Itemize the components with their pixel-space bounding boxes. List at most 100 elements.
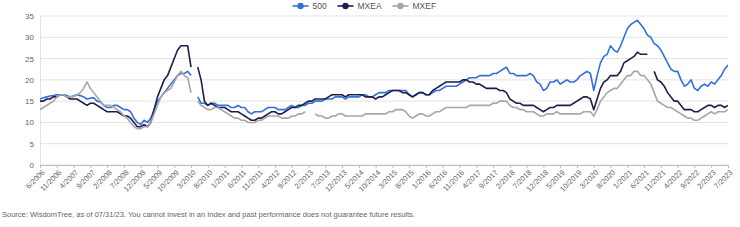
series-line <box>40 71 191 124</box>
legend-swatch <box>297 3 303 9</box>
x-tick-mark <box>510 165 511 168</box>
x-tick-mark <box>90 165 91 168</box>
x-tick: 11/2011 <box>240 165 265 193</box>
series-line <box>198 101 305 122</box>
legend-swatch <box>342 3 348 9</box>
y-tick: 5 <box>30 140 40 149</box>
series-line <box>315 71 728 120</box>
grid-line <box>40 143 728 144</box>
y-tick-label: 15 <box>25 97 34 106</box>
grid <box>40 16 728 165</box>
x-tick-mark <box>409 165 410 168</box>
x-tick-mark <box>543 165 544 168</box>
x-tick-mark <box>678 165 679 168</box>
grid-line <box>40 101 728 102</box>
legend-item: 500 <box>293 1 327 11</box>
series-line <box>40 71 191 128</box>
x-tick-mark <box>74 165 75 168</box>
y-tick: 25 <box>25 55 40 64</box>
x-tick-mark <box>476 165 477 168</box>
legend-item: MXEF <box>393 1 437 11</box>
x-tick-label: 11/2016 <box>441 168 466 193</box>
x-tick-mark <box>157 165 158 168</box>
x-tick-mark <box>40 165 41 168</box>
x-tick: 11/2006 <box>38 165 63 193</box>
x-tick-label: 11/2011 <box>240 168 265 193</box>
x-tick-mark <box>225 165 226 168</box>
x-tick-label: 10/2014 <box>357 168 383 194</box>
series-line <box>198 52 648 120</box>
y-tick: 35 <box>25 12 40 21</box>
x-tick-mark <box>191 165 192 168</box>
x-tick: 11/2021 <box>642 165 667 193</box>
x-tick-mark <box>694 165 695 168</box>
x-tick-mark <box>308 165 309 168</box>
x-axis: 6/200611/20064/20079/20072/20087/200812/… <box>24 165 735 194</box>
legend-label: MXEA <box>358 1 382 11</box>
x-tick-mark <box>292 165 293 168</box>
x-tick-mark <box>124 165 125 168</box>
x-tick-mark <box>174 165 175 168</box>
chart: 0 5 10 15 20 25 30 35 6/200611/20064/20079/20072… <box>0 0 740 227</box>
x-tick-mark <box>359 165 360 168</box>
series-line <box>40 46 191 127</box>
x-tick: 7/2023 <box>712 165 735 191</box>
x-tick-mark <box>258 165 259 168</box>
x-tick: 12/2018 <box>525 165 551 194</box>
x-tick-mark <box>493 165 494 168</box>
legend: 500 MXEA MXEF <box>293 1 437 11</box>
x-tick: 10/2014 <box>357 165 383 194</box>
y-tick: 20 <box>25 76 40 85</box>
x-tick-mark <box>711 165 712 168</box>
x-tick-mark <box>443 165 444 168</box>
x-tick-mark <box>325 165 326 168</box>
x-tick-mark <box>527 165 528 168</box>
y-tick-label: 35 <box>25 12 34 21</box>
x-tick-mark <box>57 165 58 168</box>
x-tick: 12/2013 <box>323 165 349 194</box>
x-tick-label: 12/2018 <box>525 168 551 194</box>
x-tick-mark <box>460 165 461 168</box>
x-tick-mark <box>342 165 343 168</box>
x-tick: 10/2009 <box>155 165 181 194</box>
x-tick-label: 10/2009 <box>155 168 181 194</box>
legend-label: MXEF <box>413 1 437 11</box>
legend-label: 500 <box>313 1 327 11</box>
x-tick-label: 7/2023 <box>712 168 735 191</box>
x-tick-mark <box>728 165 729 168</box>
x-tick-mark <box>594 165 595 168</box>
x-tick-mark <box>376 165 377 168</box>
source-note: Source: WisdomTree, as of 07/31/23. You … <box>2 210 415 219</box>
y-tick-label: 25 <box>25 55 34 64</box>
x-tick-label: 11/2006 <box>38 168 63 193</box>
x-tick-mark <box>107 165 108 168</box>
x-tick-mark <box>611 165 612 168</box>
x-tick: 12/2008 <box>122 165 148 194</box>
legend-swatch <box>397 3 403 9</box>
legend-item: MXEA <box>338 1 382 11</box>
y-axis-line <box>40 17 41 166</box>
series-line <box>198 20 728 114</box>
y-tick-label: 30 <box>25 33 34 42</box>
lines <box>40 20 728 129</box>
x-tick: 11/2016 <box>441 165 466 193</box>
y-tick: 10 <box>25 118 40 127</box>
grid-line <box>40 58 728 59</box>
x-tick-label: 10/2019 <box>558 168 584 194</box>
y-tick: 15 <box>25 97 40 106</box>
x-tick-mark <box>644 165 645 168</box>
x-tick-mark <box>661 165 662 168</box>
x-axis-line <box>41 166 729 169</box>
x-tick-mark <box>560 165 561 168</box>
grid-line <box>40 16 728 17</box>
x-tick-mark <box>577 165 578 168</box>
y-tick-label: 5 <box>30 140 35 149</box>
y-tick-label: 10 <box>25 118 34 127</box>
x-tick-mark <box>392 165 393 168</box>
x-tick-mark <box>141 165 142 168</box>
x-tick-label: 12/2013 <box>323 168 349 194</box>
y-tick-label: 0 <box>30 161 35 170</box>
x-tick-mark <box>275 165 276 168</box>
x-tick: 10/2019 <box>558 165 584 194</box>
x-tick-label: 11/2021 <box>642 168 667 193</box>
